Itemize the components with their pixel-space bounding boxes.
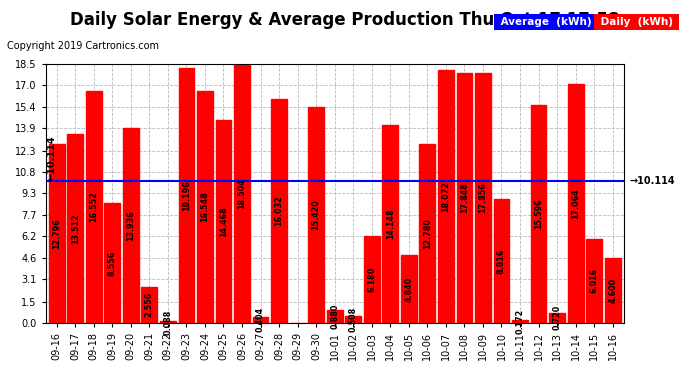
Bar (420, 144, 435, 323)
Text: 12.780: 12.780 (423, 218, 432, 249)
Text: Daily  (kWh): Daily (kWh) (597, 17, 676, 27)
Bar (493, 200, 509, 323)
Bar (345, 316, 361, 323)
Bar (308, 107, 324, 323)
Bar (160, 321, 176, 323)
Text: 15.596: 15.596 (534, 198, 543, 229)
Bar (586, 238, 602, 323)
Text: 16.548: 16.548 (200, 192, 210, 222)
Text: 18.196: 18.196 (182, 180, 191, 211)
Bar (86, 91, 101, 323)
Text: 13.512: 13.512 (70, 213, 79, 244)
Bar (531, 105, 546, 323)
Text: 0.088: 0.088 (164, 309, 172, 335)
Text: 4.840: 4.840 (404, 276, 413, 302)
Bar (49, 144, 65, 323)
Text: 14.148: 14.148 (386, 209, 395, 239)
Bar (382, 125, 398, 323)
Text: 6.180: 6.180 (367, 267, 376, 292)
Text: 16.032: 16.032 (275, 195, 284, 226)
Text: ←10.114: ←10.114 (46, 136, 57, 181)
Bar (401, 255, 417, 323)
Text: 4.600: 4.600 (608, 278, 617, 303)
Text: 17.856: 17.856 (478, 183, 487, 213)
Bar (68, 134, 83, 323)
Bar (327, 310, 342, 323)
Text: 0.172: 0.172 (515, 309, 524, 334)
Bar (179, 68, 195, 323)
Text: 16.552: 16.552 (89, 192, 98, 222)
Bar (568, 84, 584, 323)
Bar (197, 91, 213, 323)
Text: 8.816: 8.816 (497, 248, 506, 274)
Text: Copyright 2019 Cartronics.com: Copyright 2019 Cartronics.com (7, 41, 159, 51)
Text: 0.720: 0.720 (553, 305, 562, 330)
Bar (234, 64, 250, 323)
Text: Daily Solar Energy & Average Production Thu Oct 17 17:58: Daily Solar Energy & Average Production … (70, 11, 620, 29)
Bar (364, 236, 380, 323)
Bar (271, 99, 287, 323)
Bar (104, 203, 120, 323)
Text: 18.504: 18.504 (237, 178, 246, 209)
Text: 17.064: 17.064 (571, 188, 580, 219)
Bar (438, 70, 454, 323)
Text: 14.468: 14.468 (219, 206, 228, 237)
Bar (253, 317, 268, 323)
Text: Average  (kWh): Average (kWh) (497, 17, 595, 27)
Text: 13.936: 13.936 (126, 210, 135, 241)
Bar (141, 287, 157, 323)
Text: 0.508: 0.508 (348, 306, 357, 332)
Text: 17.848: 17.848 (460, 183, 469, 213)
Text: 15.420: 15.420 (312, 200, 321, 230)
Text: 12.796: 12.796 (52, 218, 61, 249)
Text: 6.016: 6.016 (590, 268, 599, 293)
Text: 8.556: 8.556 (108, 250, 117, 276)
Bar (512, 320, 528, 323)
Bar (475, 73, 491, 323)
Text: 2.556: 2.556 (145, 292, 154, 318)
Text: →10.114: →10.114 (629, 176, 675, 186)
Bar (123, 128, 139, 323)
Bar (605, 258, 620, 323)
Bar (549, 313, 565, 323)
Bar (215, 120, 231, 323)
Text: 18.072: 18.072 (442, 181, 451, 212)
Text: 0.404: 0.404 (256, 308, 265, 333)
Bar (457, 73, 472, 323)
Text: 0.880: 0.880 (331, 304, 339, 329)
